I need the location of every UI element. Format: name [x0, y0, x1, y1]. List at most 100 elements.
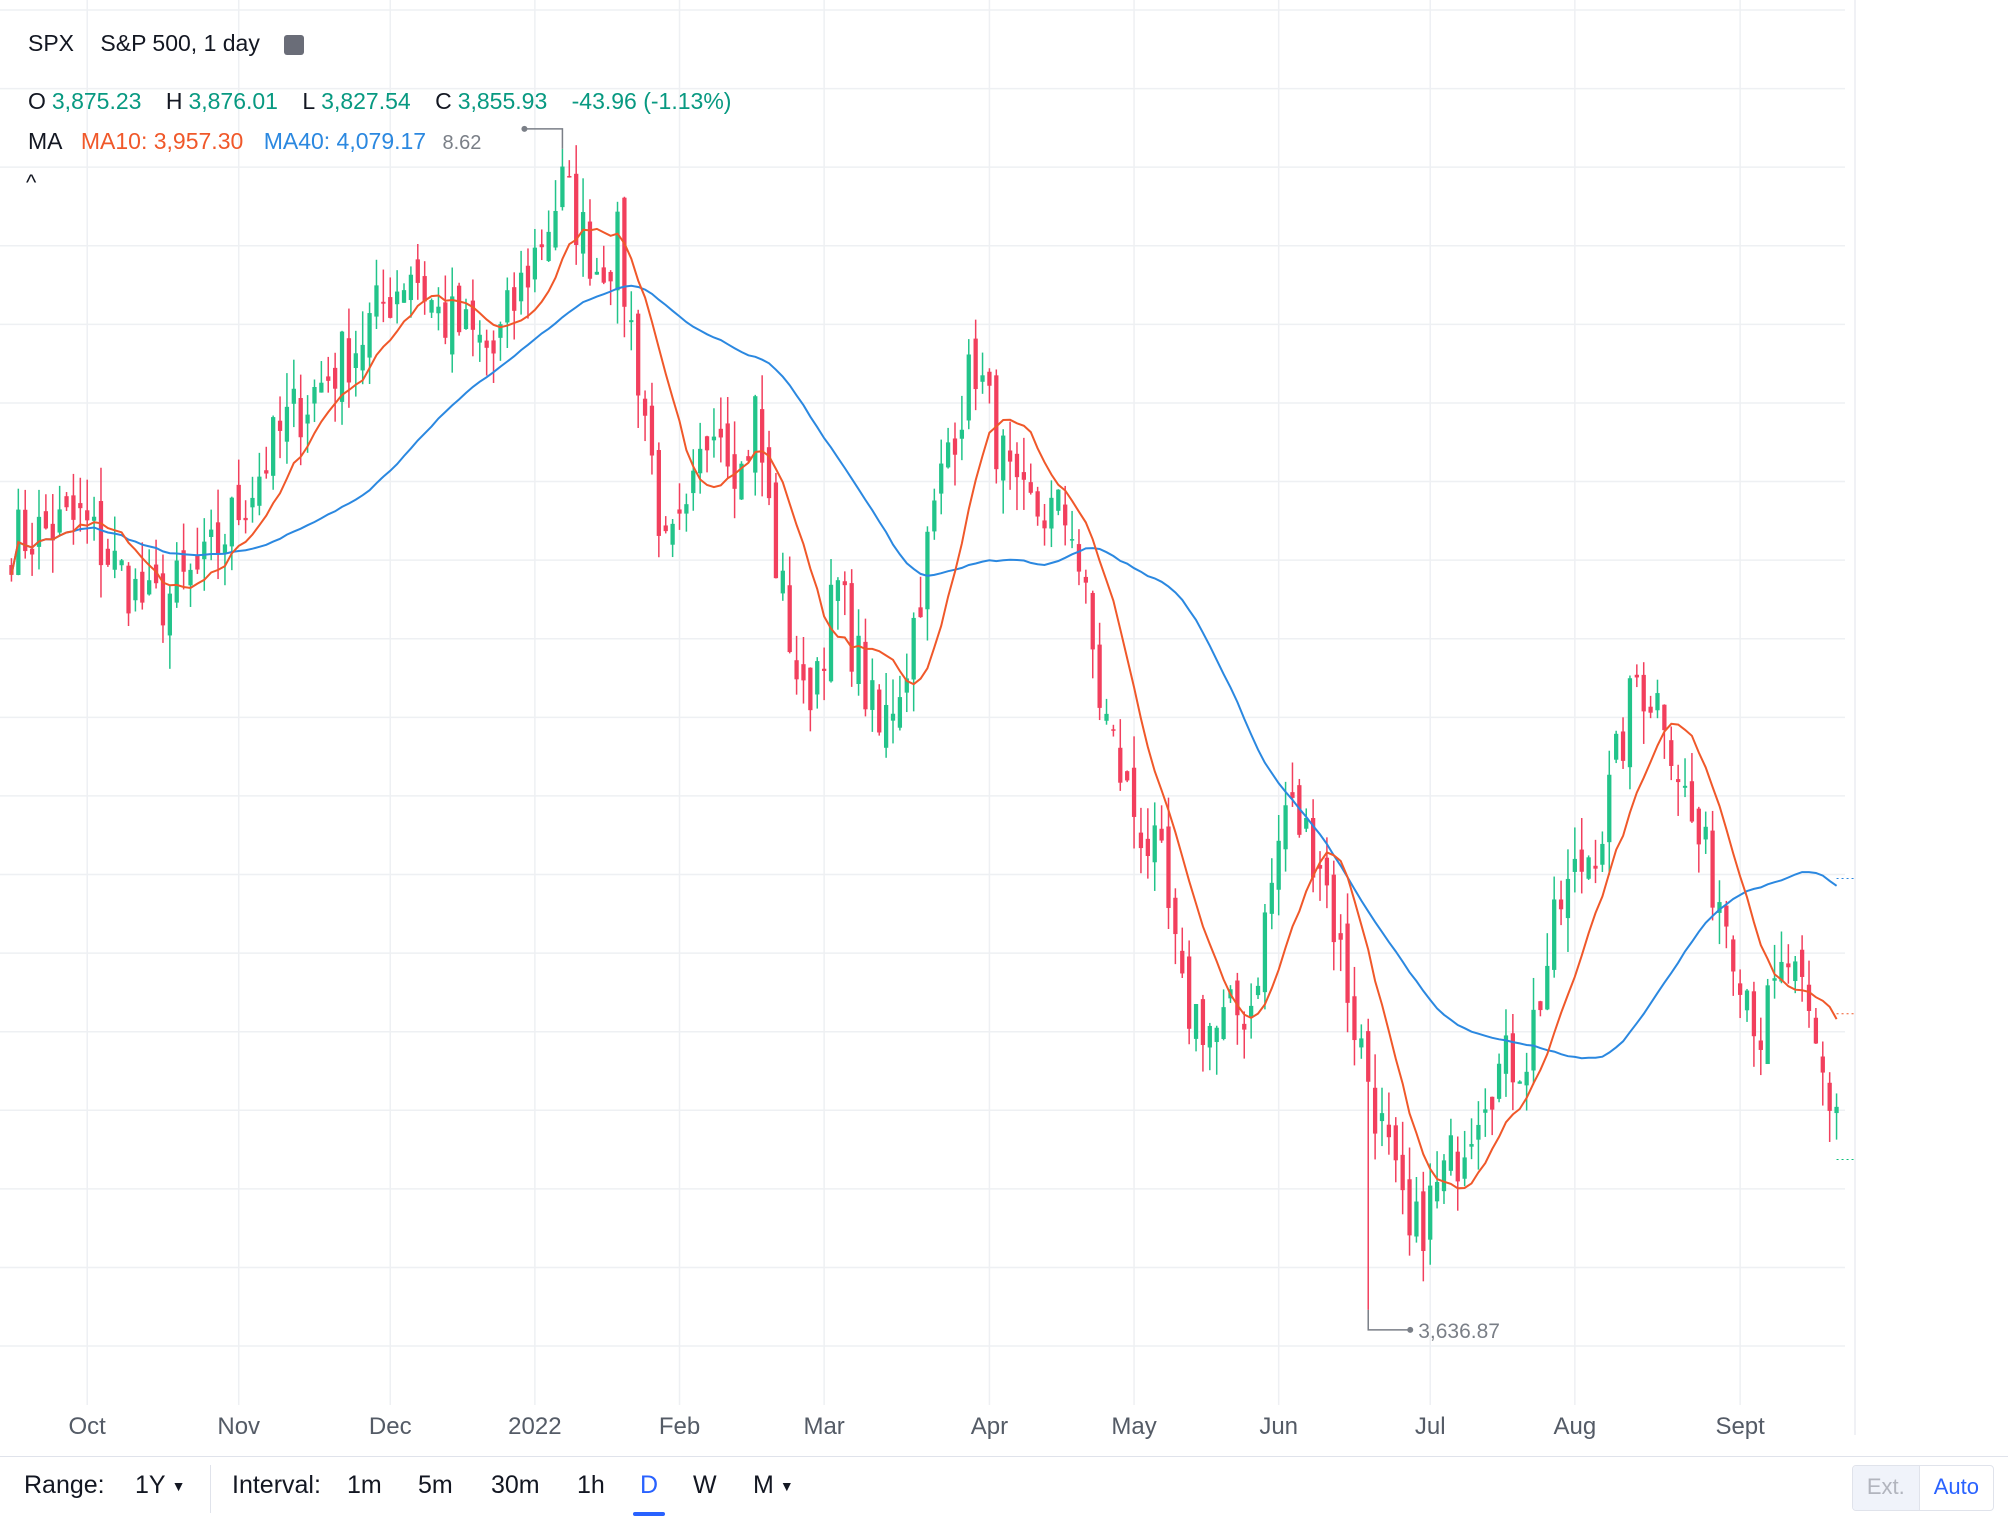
candle	[828, 559, 834, 683]
candle	[1593, 839, 1598, 884]
candle	[1669, 726, 1674, 781]
interval-d[interactable]: D	[640, 1471, 659, 1499]
interval-1m[interactable]: 1m	[347, 1471, 382, 1499]
candle	[1724, 900, 1729, 949]
candle	[1476, 1101, 1481, 1170]
candle	[1772, 944, 1777, 999]
candle	[918, 576, 923, 618]
candle	[477, 320, 482, 362]
interval-30m[interactable]: 30m	[491, 1471, 540, 1499]
symbol[interactable]: SPX	[28, 30, 75, 56]
candle	[429, 298, 434, 318]
symbol-description: S&P 500, 1 day	[100, 30, 260, 56]
candle	[209, 509, 214, 561]
candle	[1200, 994, 1206, 1072]
x-tick-label: Mar	[803, 1413, 844, 1440]
candle	[257, 452, 262, 516]
candle	[264, 446, 269, 479]
candle	[1483, 1088, 1488, 1137]
candle	[622, 196, 627, 338]
candle	[1366, 1018, 1371, 1310]
candle	[1469, 1118, 1474, 1160]
candle	[911, 612, 916, 712]
candle	[1056, 489, 1061, 516]
candle	[112, 516, 117, 579]
candle	[546, 210, 551, 262]
candle	[1407, 1147, 1412, 1256]
candle	[780, 552, 785, 601]
ohlc-legend: O 3,875.23 H 3,876.01 L 3,827.54 C 3,855.93 …	[28, 88, 737, 115]
candle	[670, 519, 675, 558]
close-label: C	[435, 88, 452, 114]
candle	[1614, 730, 1619, 764]
candle	[1496, 1053, 1502, 1103]
candle	[1538, 1000, 1543, 1017]
candle	[1359, 1024, 1364, 1059]
candle	[1317, 851, 1323, 901]
candle	[959, 395, 965, 461]
candle	[815, 657, 820, 709]
interval-1h[interactable]: 1h	[577, 1471, 605, 1499]
x-tick-label: Nov	[217, 1413, 260, 1440]
candle	[1738, 969, 1743, 1019]
candle	[243, 500, 248, 534]
candle	[1269, 858, 1274, 930]
candle	[1503, 1009, 1509, 1097]
candle	[1579, 818, 1584, 894]
candle	[1627, 675, 1633, 790]
auto-button[interactable]: Auto	[1933, 1474, 1979, 1499]
candle	[1035, 486, 1040, 526]
interval-m-dropdown[interactable]: M ▼	[753, 1471, 794, 1500]
candle	[1014, 442, 1020, 511]
chevron-down-icon: ▼	[171, 1478, 186, 1495]
candle	[615, 201, 620, 324]
ma-label[interactable]: MA	[28, 128, 63, 154]
candle	[415, 244, 420, 300]
candle	[1235, 972, 1240, 1045]
x-tick-label: Oct	[69, 1413, 107, 1440]
candle	[580, 178, 586, 277]
candle	[1152, 802, 1157, 891]
candle	[1083, 569, 1088, 604]
session-toggle: Ext. Auto	[1851, 1465, 1994, 1511]
candle	[1545, 933, 1550, 1011]
candle	[1689, 753, 1695, 823]
menu-icon[interactable]	[284, 34, 305, 55]
candle	[1827, 1072, 1832, 1142]
candle	[222, 533, 228, 586]
candle	[677, 483, 682, 530]
candle	[91, 496, 97, 541]
candle	[1352, 966, 1357, 1066]
collapse-legend-button[interactable]: ^	[26, 170, 37, 195]
candle	[925, 526, 930, 641]
candle	[1565, 849, 1571, 952]
candle	[849, 569, 854, 687]
candle	[1703, 811, 1708, 854]
price-chart[interactable]: 4,075.893,938.313,789.933,636.87 3,600.0…	[0, 0, 1860, 1456]
range-dropdown[interactable]: 1Y ▼	[135, 1471, 185, 1500]
candle	[1159, 805, 1164, 843]
x-tick-label: Sept	[1715, 1413, 1765, 1440]
high-marker-tail: 8.62	[442, 132, 482, 154]
ext-button[interactable]: Ext.	[1852, 1466, 1920, 1510]
candle	[574, 145, 579, 265]
candle	[532, 228, 538, 293]
candle	[746, 449, 751, 463]
candle	[167, 585, 172, 669]
candle	[512, 272, 517, 340]
candle	[732, 421, 737, 519]
candle	[443, 275, 448, 345]
candle	[1779, 931, 1784, 984]
divider	[210, 1465, 211, 1513]
interval-5m[interactable]: 5m	[418, 1471, 453, 1499]
candle	[140, 542, 145, 610]
time-axis: Oct Nov Dec 2022 Feb Mar Apr May Jun Jul Aug Sept	[69, 1413, 1766, 1440]
candle	[50, 494, 55, 573]
candle	[1193, 1003, 1199, 1052]
interval-w[interactable]: W	[693, 1471, 717, 1499]
active-interval-underline	[633, 1512, 665, 1516]
candle	[188, 563, 193, 607]
candle	[1007, 421, 1013, 490]
candle	[663, 516, 668, 534]
candle	[973, 319, 978, 411]
